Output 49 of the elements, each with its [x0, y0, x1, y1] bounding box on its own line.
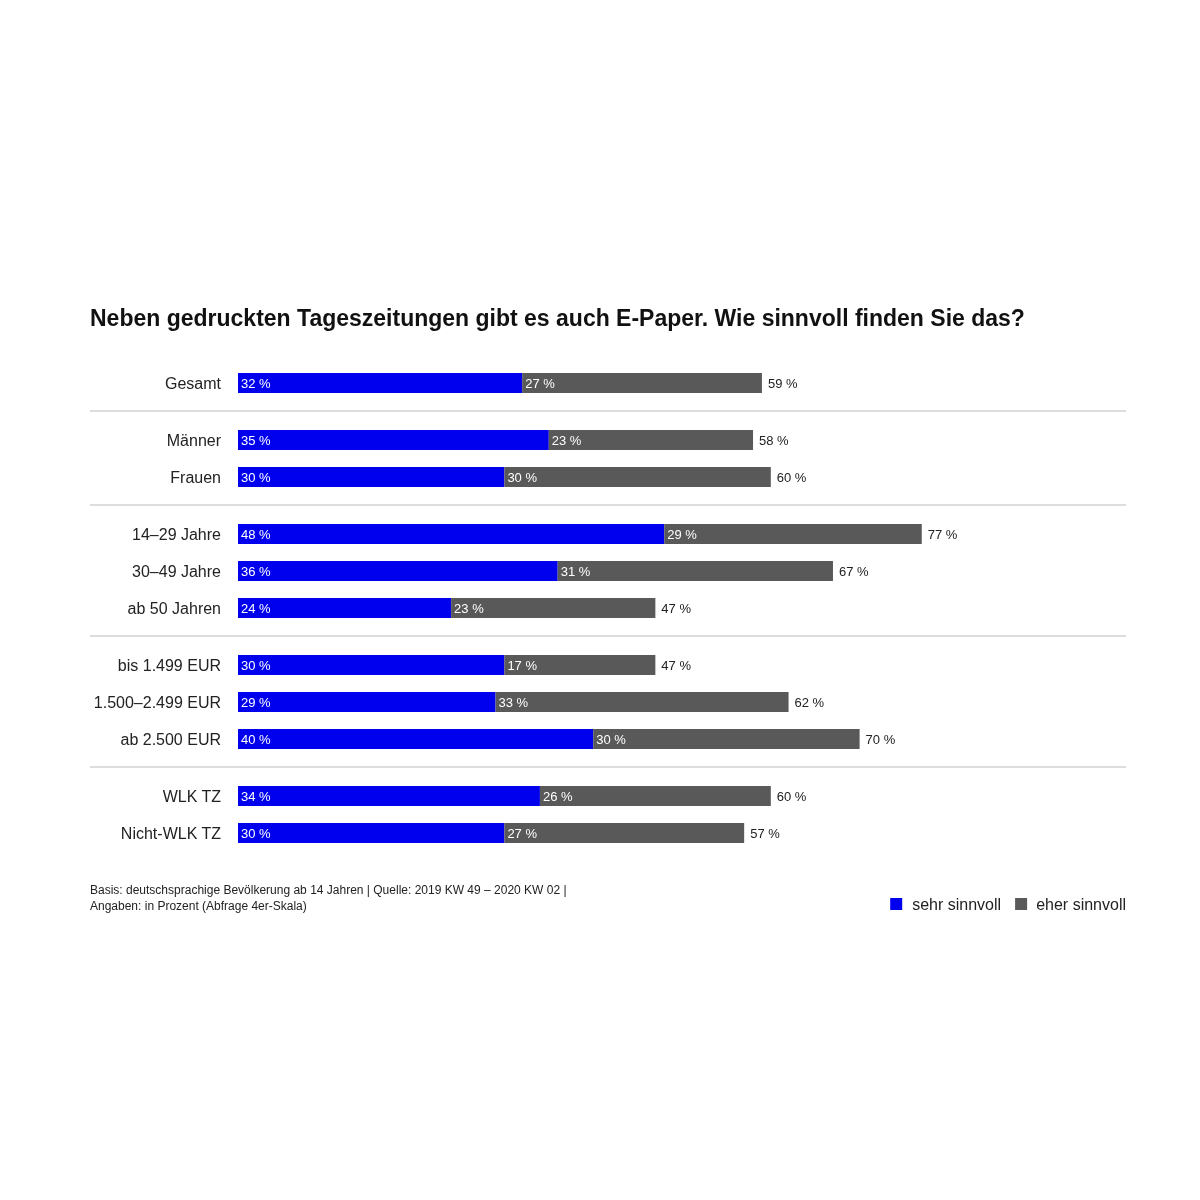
total-label: 70 % [865, 732, 896, 747]
total-label: 59 % [767, 376, 798, 391]
y-tick-label: 30–49 Jahre [132, 563, 222, 580]
y-tick-label: 14–29 Jahre [132, 526, 222, 543]
data-label: 31 % [560, 564, 591, 579]
y-tick-label: 1.500–2.499 EUR [93, 694, 221, 711]
y-tick-label: WLK TZ [162, 788, 222, 805]
data-label: 24 % [241, 601, 272, 616]
data-label: 33 % [498, 695, 529, 710]
total-label: 67 % [838, 564, 870, 579]
data-label: 30 % [241, 826, 272, 841]
data-label: 48 % [241, 527, 272, 542]
data-label: 27 % [525, 376, 556, 391]
legend-label: eher sinnvoll [1036, 896, 1126, 913]
data-label: 30 % [241, 658, 272, 673]
y-tick-label: Nicht-WLK TZ [120, 825, 222, 842]
data-label: 30 % [507, 470, 538, 485]
total-label: 60 % [776, 789, 807, 804]
legend-label: sehr sinnvoll [912, 896, 1002, 913]
total-label: 77 % [927, 527, 958, 542]
y-tick-label: bis 1.499 EUR [117, 657, 221, 674]
total-label: 57 % [750, 826, 781, 841]
data-label: 17 % [507, 658, 538, 673]
total-label: 47 % [661, 658, 692, 673]
y-tick-label: Gesamt [164, 375, 222, 392]
chart-title: Neben gedruckten Tageszeitungen gibt es auch E-Paper. Wie sinnvoll finden Sie das? [90, 305, 1025, 331]
text: Basis: deutschsprachige Bevölkerung ab 14 Jahren | Quelle: 2019 KW 49 – 2020 KW 02 | [90, 883, 567, 897]
data-label: 36 % [241, 564, 272, 579]
y-tick-label: Frauen [170, 469, 221, 486]
data-label: 29 % [241, 695, 272, 710]
data-label: 30 % [596, 732, 627, 747]
y-tick-label: ab 50 Jahren [127, 600, 221, 617]
y-tick-label: Männer [166, 432, 222, 449]
data-label: 40 % [241, 732, 272, 747]
data-label: 34 % [241, 789, 272, 804]
data-label: 27 % [507, 826, 538, 841]
total-label: 60 % [776, 470, 807, 485]
data-label: 30 % [241, 470, 272, 485]
text: Angaben: in Prozent (Abfrage 4er-Skala) [90, 899, 307, 913]
total-label: 47 % [661, 601, 692, 616]
data-label: 26 % [542, 789, 573, 804]
data-label: 23 % [551, 433, 582, 448]
total-label: 62 % [794, 695, 825, 710]
data-label: 35 % [241, 433, 272, 448]
data-label: 32 % [241, 376, 272, 391]
data-label: 23 % [454, 601, 485, 616]
data-label: 29 % [667, 527, 698, 542]
total-label: 58 % [759, 433, 790, 448]
y-tick-label: ab 2.500 EUR [120, 731, 221, 748]
